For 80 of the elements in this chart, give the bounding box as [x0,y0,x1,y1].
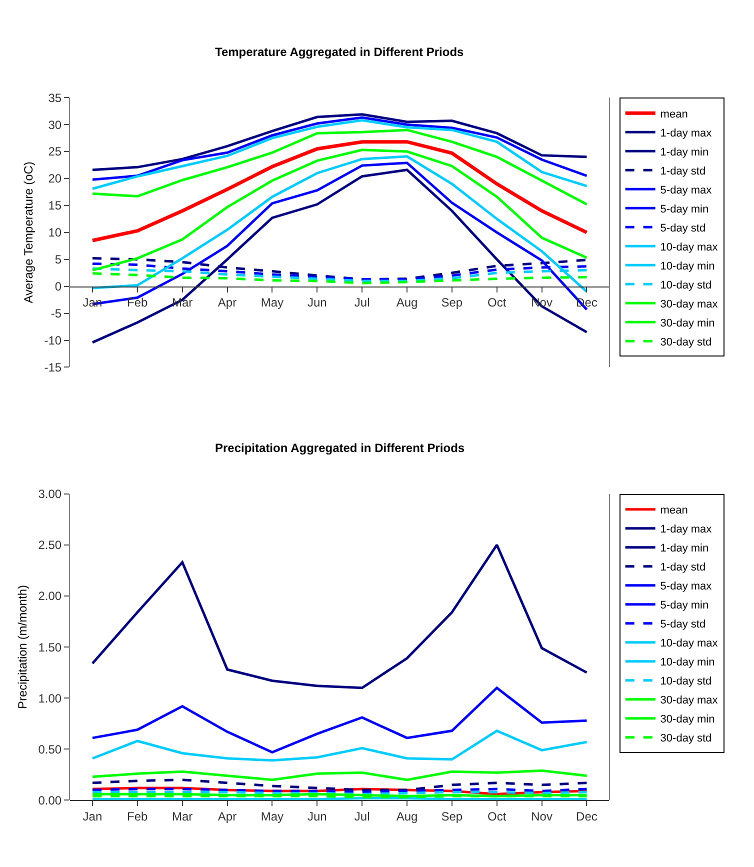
x-tick-label: Jan [82,296,102,310]
legend-label: 30-day max [660,694,718,707]
y-tick-label: 1.50 [38,640,62,654]
y-tick-label: -5 [50,306,62,321]
legend-label: 1-day max [660,127,712,140]
legend-label: 5-day max [660,184,712,196]
y-tick-label: -10 [44,333,62,348]
y-tick-label: 35 [48,90,62,105]
x-tick-label: Apr [218,296,237,310]
y-tick-label: 0.00 [38,793,62,808]
y-axis-title: Precipitation (m/month) [16,585,30,710]
y-tick-label: 2.50 [38,538,62,552]
x-tick-label: Dec [576,810,598,824]
x-tick-label: Sep [441,810,463,824]
line-series [91,113,588,172]
legend-label: 1-day std [660,165,706,178]
x-tick-label: Feb [127,296,148,310]
legend-label: 5-day std [660,618,706,631]
x-tick-label: Jun [307,296,327,310]
y-tick-label: 20 [48,172,62,186]
legend-label: 5-day max [660,580,712,593]
legend-label: 30-day std [660,732,712,745]
legend-label: 1-day max [660,524,712,536]
legend-label: 10-day max [660,638,718,650]
y-tick-label: 30 [48,118,62,132]
line-series [91,730,588,762]
legend-label: 10-day min [660,656,715,669]
x-tick-label: Oct [488,296,507,310]
y-tick-label: 5 [54,252,62,267]
legend-label: 1-day std [660,562,706,574]
line-series [91,769,588,782]
line-series [91,119,588,190]
y-tick-label: 3.00 [38,487,62,502]
x-tick-label: May [260,810,284,824]
legend-label: 30-day std [660,336,712,348]
x-tick-label: Jan [82,810,102,824]
x-tick-label: Jun [307,810,327,824]
y-tick-label: -15 [44,360,62,374]
legend-label: 30-day min [660,714,715,726]
legend-label: 5-day min [660,600,709,612]
legend-label: 10-day max [660,241,718,254]
x-tick-label: Sep [441,296,463,310]
legend-label: 5-day std [660,222,706,234]
legend-label: 10-day std [660,279,712,292]
y-tick-label: 0 [54,280,62,294]
chart-title: Temperature Aggregated in Different Priods [215,45,464,59]
x-tick-label: Aug [396,810,418,824]
y-tick-label: 2.00 [38,589,62,604]
x-tick-label: Mar [172,810,193,824]
y-tick-label: 15 [48,198,62,213]
y-tick-label: 0.50 [38,742,62,756]
x-tick-label: Jul [354,810,370,824]
x-tick-label: Nov [531,810,552,824]
x-tick-label: Feb [127,810,148,824]
x-tick-label: May [260,296,284,310]
line-series [91,778,588,792]
x-tick-label: Jul [354,296,370,310]
legend-label: 30-day max [660,298,718,310]
legend-label: 1-day min [660,146,709,158]
line-series [90,140,588,242]
legend-label: 10-day std [660,676,712,688]
legend-label: 5-day min [660,203,709,216]
line-series [91,128,588,206]
y-axis-title: Average Temperature (oC) [22,162,36,304]
x-tick-label: Oct [488,810,507,824]
line-series [91,544,588,690]
chart-title: Precipitation Aggregated in Different Priods [215,441,465,455]
legend-label: 30-day min [660,317,715,330]
line-series [91,686,588,754]
y-tick-label: 10 [48,226,62,240]
line-series [91,155,588,293]
y-tick-label: 25 [48,144,62,159]
legend-label: 10-day min [660,260,715,272]
x-tick-label: Aug [396,296,418,310]
x-tick-label: Apr [218,810,237,824]
legend-label: mean [660,108,688,120]
y-tick-label: 1.00 [38,691,62,706]
legend-label: 1-day min [660,542,709,555]
legend-label: mean [660,504,688,517]
line-series [91,116,588,181]
